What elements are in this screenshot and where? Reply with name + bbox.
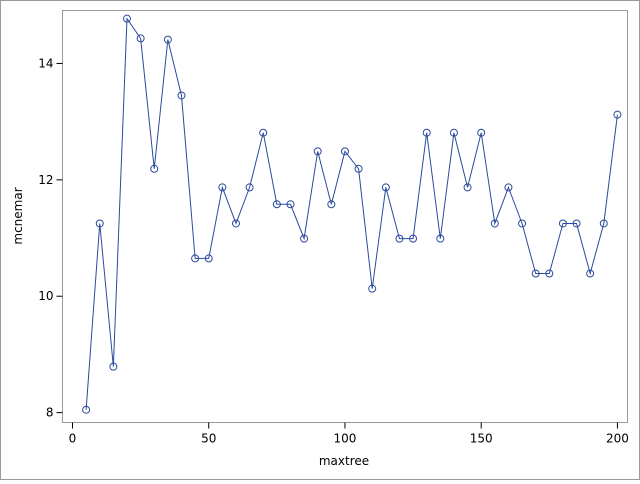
point <box>368 284 377 293</box>
plot-frame <box>62 10 628 423</box>
point <box>518 219 527 228</box>
point <box>259 128 268 137</box>
point <box>109 362 118 371</box>
point <box>572 219 581 228</box>
y-tick-label: 12 <box>38 173 53 187</box>
x-tick-label: 100 <box>334 432 357 446</box>
point <box>191 254 200 263</box>
point <box>504 183 513 192</box>
point <box>477 128 486 137</box>
point <box>177 91 186 100</box>
point <box>122 14 131 23</box>
point <box>599 219 608 228</box>
point <box>218 183 227 192</box>
point <box>136 34 145 43</box>
point <box>395 234 404 243</box>
x-tick-label: 50 <box>201 432 216 446</box>
y-axis-label: mcnemar <box>11 187 25 244</box>
y-tick-label: 10 <box>38 289 53 303</box>
point <box>286 200 295 209</box>
point <box>409 234 418 243</box>
point <box>245 183 254 192</box>
point <box>163 35 172 44</box>
x-tick-label: 0 <box>69 432 77 446</box>
point <box>436 234 445 243</box>
y-tick-label: 14 <box>38 56 53 70</box>
point <box>545 269 554 278</box>
point <box>381 183 390 192</box>
point <box>272 200 281 209</box>
point <box>613 110 622 119</box>
x-tick-label: 150 <box>470 432 493 446</box>
point <box>327 200 336 209</box>
point <box>231 219 240 228</box>
y-tick-label: 8 <box>46 406 54 420</box>
point <box>82 405 91 414</box>
point <box>422 128 431 137</box>
line <box>85 17 618 410</box>
point <box>313 147 322 156</box>
point <box>531 269 540 278</box>
point <box>490 219 499 228</box>
point <box>586 269 595 278</box>
x-axis-label: maxtree <box>319 454 369 468</box>
point <box>150 164 159 173</box>
point <box>95 219 104 228</box>
point <box>204 254 213 263</box>
point <box>354 164 363 173</box>
point <box>463 183 472 192</box>
point <box>449 128 458 137</box>
point <box>340 147 349 156</box>
point <box>558 219 567 228</box>
x-tick-label: 200 <box>606 432 629 446</box>
point <box>300 234 309 243</box>
